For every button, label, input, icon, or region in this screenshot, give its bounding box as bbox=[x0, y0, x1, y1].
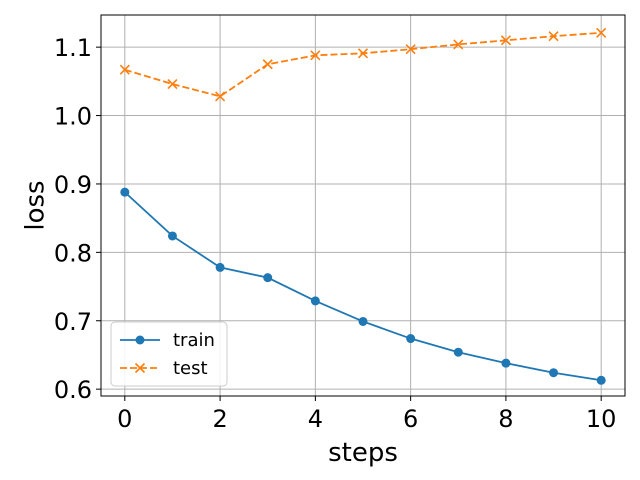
y-axis-label: loss bbox=[21, 180, 51, 230]
y-tick-label: 0.8 bbox=[54, 239, 92, 267]
data-point bbox=[167, 79, 178, 90]
data-point bbox=[500, 35, 511, 46]
data-point bbox=[453, 347, 463, 357]
series-test bbox=[119, 27, 607, 102]
data-point bbox=[120, 187, 130, 197]
y-tick-label: 0.6 bbox=[54, 376, 92, 404]
x-axis-label: steps bbox=[328, 438, 398, 468]
legend: train test bbox=[110, 321, 228, 387]
data-point bbox=[135, 335, 145, 345]
x-tick-label: 6 bbox=[403, 405, 418, 433]
data-point bbox=[263, 273, 273, 283]
data-point bbox=[215, 91, 226, 102]
x-tick-label: 0 bbox=[117, 405, 132, 433]
data-point bbox=[548, 31, 559, 42]
data-point bbox=[310, 50, 321, 61]
data-point bbox=[453, 39, 464, 50]
x-tick-label: 4 bbox=[308, 405, 323, 433]
data-point bbox=[357, 48, 369, 59]
data-point bbox=[549, 368, 559, 378]
data-point bbox=[134, 362, 146, 374]
data-point bbox=[310, 296, 320, 306]
data-point bbox=[215, 262, 225, 272]
plot-series bbox=[119, 27, 607, 385]
y-tick-label: 1.1 bbox=[54, 34, 92, 62]
y-tick-label: 0.9 bbox=[54, 171, 92, 199]
data-point bbox=[405, 44, 416, 55]
x-tick-label: 2 bbox=[212, 405, 227, 433]
data-point bbox=[262, 59, 273, 70]
data-point bbox=[596, 27, 607, 38]
data-point bbox=[167, 231, 177, 241]
y-tick-label: 0.7 bbox=[54, 308, 92, 336]
data-point bbox=[406, 334, 416, 344]
data-point bbox=[501, 358, 511, 368]
x-tick-label: 10 bbox=[586, 405, 617, 433]
data-point bbox=[596, 375, 606, 385]
series-line bbox=[124, 31, 602, 98]
grid bbox=[101, 15, 625, 396]
series-train bbox=[120, 187, 606, 385]
legend-label: test bbox=[173, 358, 208, 379]
plot-frame bbox=[100, 14, 626, 397]
x-tick-label: 8 bbox=[498, 405, 513, 433]
data-point bbox=[358, 316, 368, 326]
y-tick-label: 1.0 bbox=[54, 103, 92, 131]
axis-ticks: 0 2 4 6 8 10 0.6 0.7 0.8 0.9 1.0 1.1 bbox=[54, 34, 617, 433]
data-point bbox=[119, 64, 130, 75]
legend-label: train bbox=[173, 330, 215, 351]
